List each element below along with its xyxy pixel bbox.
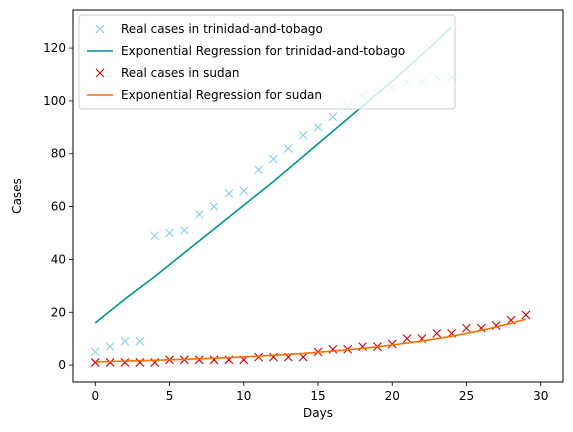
data-point	[403, 335, 411, 343]
data-point	[255, 166, 263, 174]
x-tick-label: 20	[385, 389, 400, 403]
data-point	[106, 358, 114, 366]
y-tick-label: 80	[51, 147, 66, 161]
series-2	[91, 311, 530, 367]
x-tick-label: 10	[236, 389, 251, 403]
data-point	[210, 203, 218, 211]
data-point	[314, 123, 322, 131]
y-tick-label: 40	[51, 252, 66, 266]
series-0	[91, 73, 455, 356]
y-axis-label: Cases	[10, 178, 24, 214]
data-point	[121, 358, 129, 366]
data-point	[210, 356, 218, 364]
y-tick-label: 60	[51, 200, 66, 214]
data-point	[225, 189, 233, 197]
data-point	[151, 232, 159, 240]
data-point	[106, 343, 114, 351]
series-line	[95, 319, 526, 362]
data-point	[522, 311, 530, 319]
legend-item: Exponential Regression for trinidad-and-…	[87, 44, 405, 58]
x-tick-label: 30	[533, 389, 548, 403]
data-point	[195, 210, 203, 218]
data-point	[269, 155, 277, 163]
y-tick-label: 120	[43, 41, 66, 55]
legend-item: Real cases in trinidad-and-tobago	[96, 22, 323, 36]
data-point	[166, 229, 174, 237]
data-point	[195, 356, 203, 364]
data-point	[240, 187, 248, 195]
data-point	[462, 324, 470, 332]
data-point	[433, 329, 441, 337]
legend-label: Real cases in trinidad-and-tobago	[121, 22, 323, 36]
legend-item: Exponential Regression for sudan	[87, 88, 322, 102]
legend: Real cases in trinidad-and-tobago Exponen…	[79, 15, 455, 109]
legend-label: Exponential Regression for trinidad-and-…	[121, 44, 405, 58]
x-tick-label: 25	[459, 389, 474, 403]
legend-label: Real cases in sudan	[121, 66, 240, 80]
data-point	[299, 131, 307, 139]
data-point	[121, 337, 129, 345]
data-point	[136, 337, 144, 345]
x-tick-label: 5	[166, 389, 174, 403]
data-point	[180, 226, 188, 234]
y-axis: 0 20 40 60 80 100 120	[43, 41, 73, 372]
data-point	[284, 144, 292, 152]
data-point	[255, 353, 263, 361]
legend-label: Exponential Regression for sudan	[121, 88, 322, 102]
x-axis: 0 5 10 15 20 25 30	[91, 382, 548, 403]
x-tick-label: 0	[91, 389, 99, 403]
y-tick-label: 20	[51, 305, 66, 319]
data-point	[136, 358, 144, 366]
series-3	[95, 319, 526, 362]
data-point	[329, 113, 337, 121]
y-tick-label: 100	[43, 94, 66, 108]
x-tick-label: 15	[310, 389, 325, 403]
data-point	[91, 348, 99, 356]
y-tick-label: 0	[58, 358, 66, 372]
x-axis-label: Days	[303, 406, 333, 420]
